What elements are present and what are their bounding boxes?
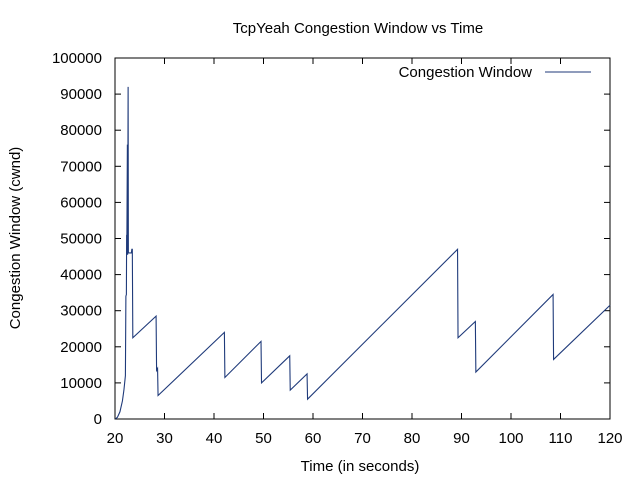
y-tick-label: 10000 xyxy=(60,375,102,392)
x-tick-label: 120 xyxy=(597,430,622,447)
y-axis-ticks: 0 10000 20000 30000 40000 50000 60000 70000 8000… xyxy=(52,50,610,428)
x-tick-label: 40 xyxy=(206,430,223,447)
y-axis-label: Congestion Window (cwnd) xyxy=(7,147,24,330)
chart-title: TcpYeah Congestion Window vs Time xyxy=(233,20,483,37)
x-tick-label: 80 xyxy=(404,430,421,447)
y-tick-label: 20000 xyxy=(60,339,102,356)
x-tick-label: 50 xyxy=(255,430,272,447)
x-tick-label: 70 xyxy=(354,430,371,447)
plot-frame xyxy=(114,57,611,420)
y-tick-label: 50000 xyxy=(60,231,102,248)
series-line-congestion-window xyxy=(115,86,611,420)
x-axis-label: Time (in seconds) xyxy=(301,458,420,475)
y-tick-label: 70000 xyxy=(60,158,102,175)
y-tick-label: 80000 xyxy=(60,122,102,139)
y-tick-label: 0 xyxy=(94,411,102,428)
y-tick-label: 60000 xyxy=(60,194,102,211)
x-tick-label: 90 xyxy=(453,430,470,447)
x-axis-ticks: 20 30 40 50 60 70 80 90 100 110 120 xyxy=(107,58,623,447)
y-tick-label: 40000 xyxy=(60,267,102,284)
y-tick-label: 90000 xyxy=(60,86,102,103)
legend-label: Congestion Window xyxy=(399,64,533,81)
x-tick-label: 20 xyxy=(107,430,124,447)
x-tick-label: 110 xyxy=(549,430,573,447)
legend: Congestion Window xyxy=(399,64,591,81)
y-tick-label: 100000 xyxy=(52,50,102,67)
x-tick-label: 100 xyxy=(498,430,523,447)
x-tick-label: 60 xyxy=(305,430,322,447)
x-tick-label: 30 xyxy=(156,430,173,447)
y-tick-label: 30000 xyxy=(60,303,102,320)
